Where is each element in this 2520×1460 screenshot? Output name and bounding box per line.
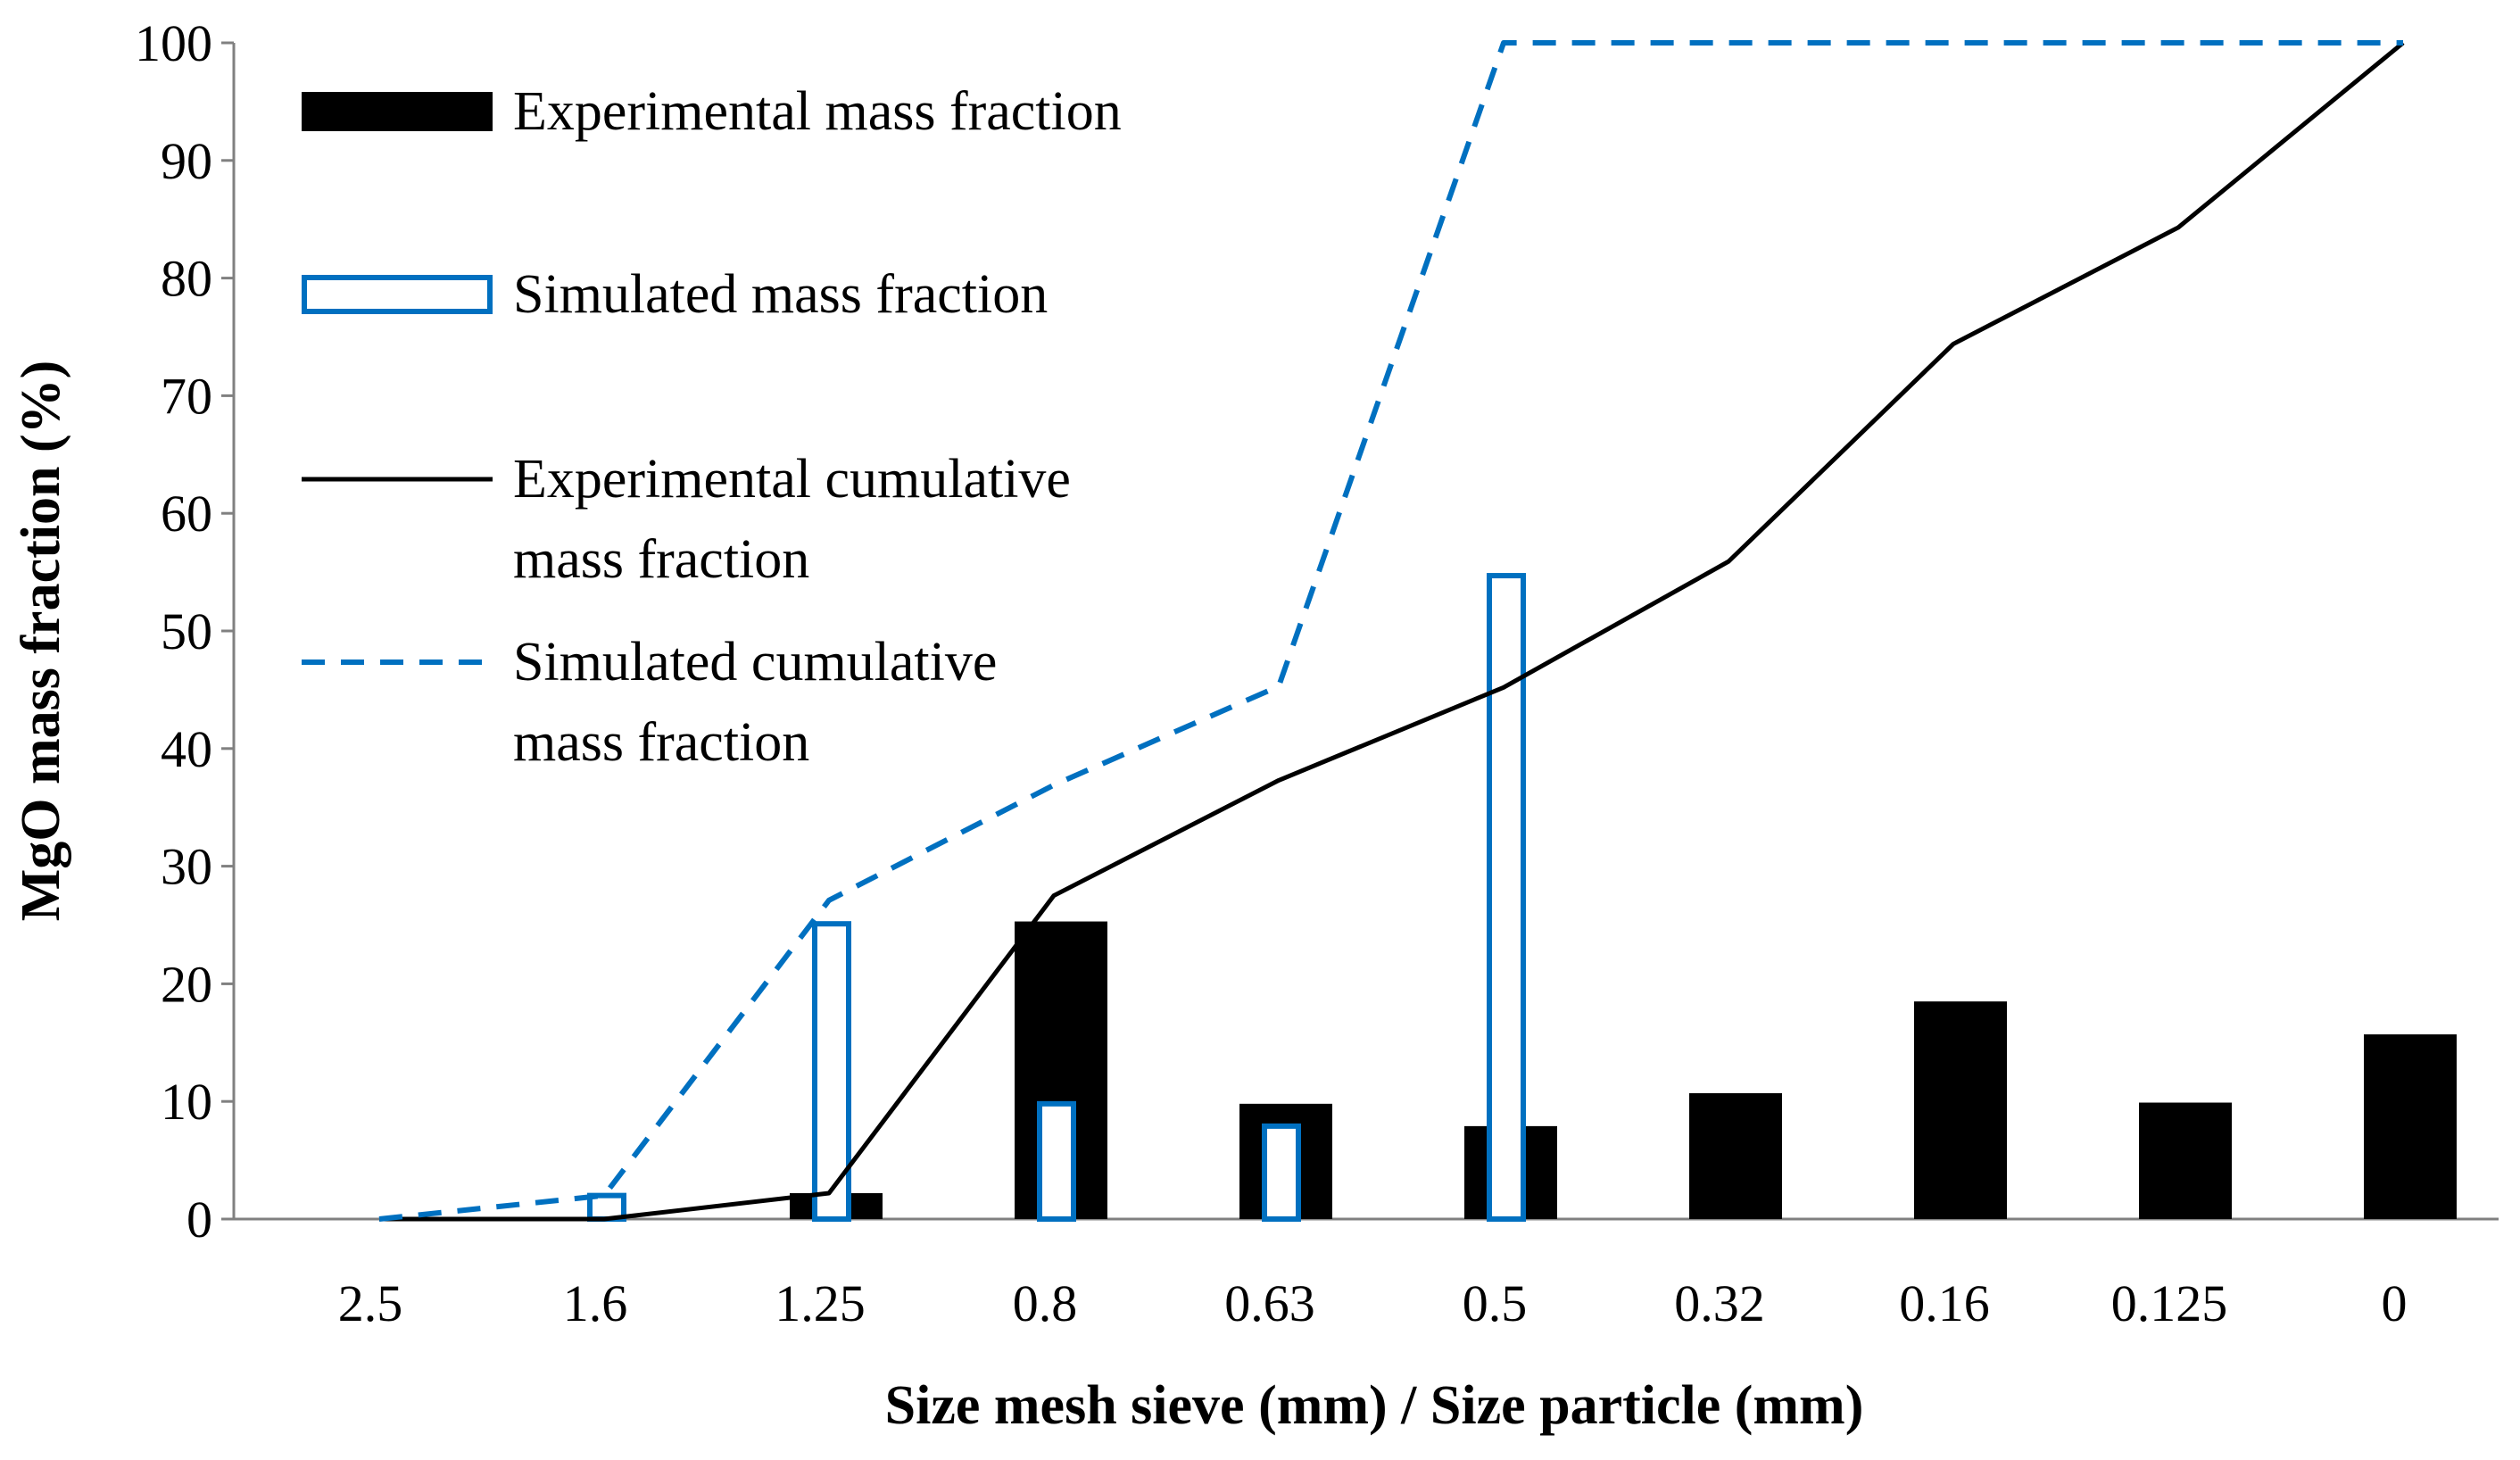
legend-label: mass fraction [513, 529, 809, 590]
experimental-bar [1689, 1092, 1782, 1219]
x-tick-label: 0.125 [2111, 1274, 2228, 1332]
experimental-bar [2139, 1102, 2232, 1219]
y-tick-label: 80 [161, 250, 212, 308]
y-tick-label: 70 [161, 367, 212, 425]
bars [587, 573, 2457, 1223]
y-tick-label: 50 [161, 602, 212, 660]
x-tick-label: 0.8 [1013, 1274, 1078, 1332]
y-tick-label: 10 [161, 1073, 212, 1131]
x-tick-label: 0.16 [1899, 1274, 1990, 1332]
legend-swatch-simulated-bar [302, 275, 493, 314]
experimental-cumulative-line [379, 41, 2405, 1222]
legend-label: Experimental mass fraction [513, 81, 1122, 142]
legend-label: Simulated cumulative [513, 632, 997, 693]
y-axis: 0 10 20 30 40 50 60 70 80 90 100 [135, 14, 236, 1248]
x-tick-label: 0.32 [1674, 1274, 1765, 1332]
lines [378, 40, 2405, 1222]
y-tick-label: 0 [187, 1190, 212, 1248]
y-axis-title: MgO mass fraction (%) [11, 361, 71, 921]
legend: Experimental mass fraction Simulated mass… [302, 81, 1122, 773]
x-axis: 2.5 1.6 1.25 0.8 0.63 0.5 0.32 0.16 0.125 0 [234, 1217, 2499, 1332]
y-tick-label: 100 [135, 14, 212, 72]
legend-label: mass fraction [513, 712, 809, 773]
x-tick-label: 2.5 [338, 1274, 403, 1332]
legend-label: Experimental cumulative [513, 449, 1071, 510]
x-tick-label: 1.6 [563, 1274, 628, 1332]
simulated-cumulative-line [378, 40, 2403, 1222]
simulated-bar [1037, 1100, 1076, 1223]
legend-swatch-experimental-bar [302, 92, 493, 131]
simulated-bar [1262, 1123, 1301, 1223]
x-axis-title: Size mesh sieve (mm) / Size particle (mm… [885, 1375, 1864, 1436]
y-tick-label: 30 [161, 838, 212, 896]
simulated-bar [812, 921, 851, 1222]
simulated-bar [1487, 573, 1526, 1222]
x-tick-label: 0.5 [1463, 1274, 1528, 1332]
legend-label: Simulated mass fraction [513, 264, 1048, 325]
experimental-bar [1914, 1001, 2007, 1219]
x-tick-label: 0.63 [1224, 1274, 1315, 1332]
experimental-bar [2364, 1034, 2457, 1219]
x-tick-label: 0 [2382, 1274, 2408, 1332]
y-tick-label: 40 [161, 720, 212, 778]
y-tick-label: 60 [161, 485, 212, 543]
y-tick-label: 20 [161, 955, 212, 1013]
y-tick-label: 90 [161, 132, 212, 190]
x-tick-label: 1.25 [775, 1274, 866, 1332]
